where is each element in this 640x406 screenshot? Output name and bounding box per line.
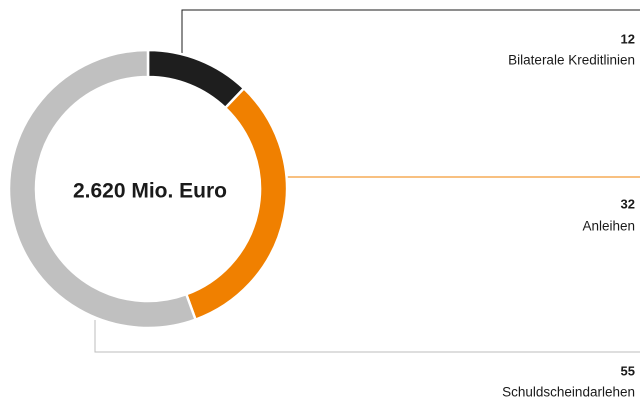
donut-segment <box>146 48 246 110</box>
leader-line <box>181 9 640 55</box>
value-label: 12 <box>621 31 635 46</box>
donut-segment <box>184 86 289 322</box>
leader-line <box>94 320 640 353</box>
donut-segment <box>7 48 198 330</box>
value-label: 55 <box>621 363 635 378</box>
value-label: 32 <box>621 196 635 211</box>
category-label: Anleihen <box>582 219 635 234</box>
category-label: Schuldscheindarlehen <box>502 385 635 400</box>
donut <box>7 48 289 330</box>
center-label: 2.620 Mio. Euro <box>73 180 227 203</box>
category-label: Bilaterale Kreditlinien <box>508 53 635 68</box>
